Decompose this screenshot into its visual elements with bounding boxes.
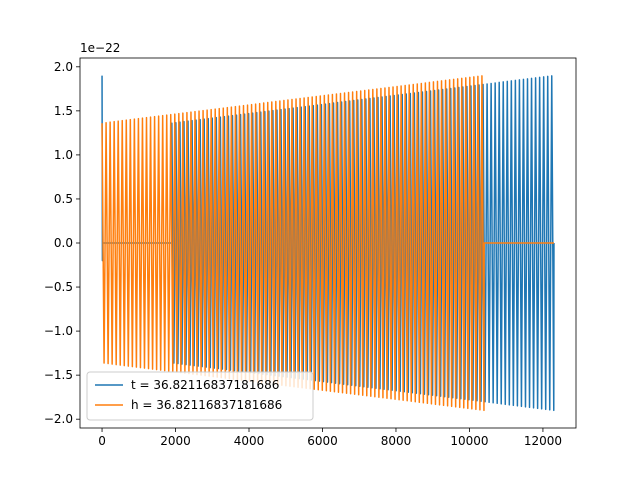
x-tick-label: 8000: [381, 434, 412, 448]
legend: t = 36.82116837181686 h = 36.821168371816…: [86, 371, 314, 421]
y-offset-text: 1e−22: [80, 41, 120, 55]
series-line-2: [101, 75, 554, 412]
axes-layer: 0 2000 4000 6000 8000 10000 12000 2.0 1.5 1.0 0.5 0…: [44, 57, 577, 448]
y-tick-label: 1.5: [54, 104, 73, 118]
y-tick-label: −1.0: [44, 324, 73, 338]
legend-label: t = 36.82116837181686: [131, 378, 279, 392]
y-tick-label: −2.0: [44, 412, 73, 426]
y-tick-label: 0.0: [54, 236, 73, 250]
x-tick-label: 2000: [160, 434, 191, 448]
y-tick-label: −1.5: [44, 368, 73, 382]
series-line-1: [101, 75, 555, 412]
legend-label: h = 36.82116837181686: [131, 398, 282, 412]
x-tick-label: 4000: [234, 434, 265, 448]
x-tick-label: 12000: [524, 434, 562, 448]
y-tick-label: 0.5: [54, 192, 73, 206]
series-layer: [101, 75, 555, 412]
y-tick-label: 1.0: [54, 148, 73, 162]
x-tick-label: 6000: [307, 434, 338, 448]
x-tick-label: 10000: [450, 434, 488, 448]
x-tick-label: 0: [98, 434, 106, 448]
y-tick-label: −0.5: [44, 280, 73, 294]
y-tick-label: 2.0: [54, 60, 73, 74]
legend-box: [86, 371, 314, 421]
